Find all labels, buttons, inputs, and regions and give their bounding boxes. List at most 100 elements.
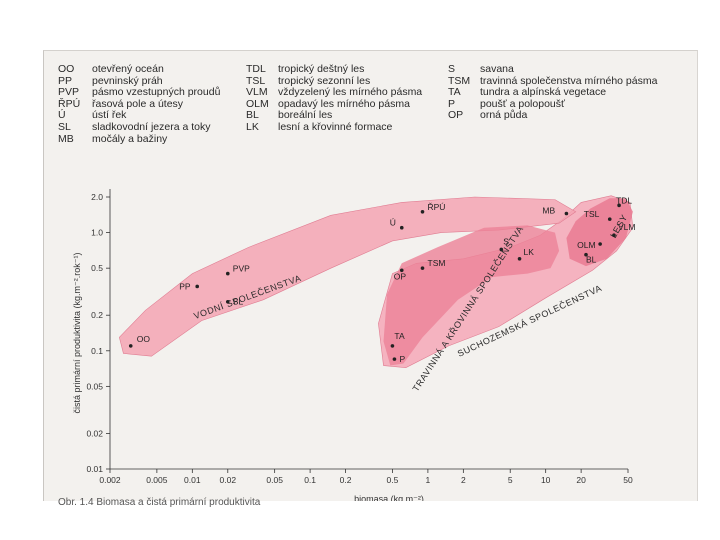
legend-abbr: Ú bbox=[58, 109, 66, 122]
legend-row: OLM opadavý les mírného pásma bbox=[246, 97, 422, 111]
legend-abbr: S bbox=[448, 63, 456, 75]
data-point-label: TSM bbox=[428, 258, 446, 268]
y-tick-label: 0.01 bbox=[86, 464, 103, 474]
x-tick-label: 0.1 bbox=[304, 475, 316, 485]
data-point-label: LK bbox=[524, 247, 535, 257]
legend-row: TSL tropický sezonní les bbox=[246, 74, 422, 88]
legend-abbr: PVP bbox=[58, 86, 80, 99]
legend-desc: otevřený oceán bbox=[92, 63, 164, 75]
legend: OO otevřený oceán PP pevninský práh PVP pásmo… bbox=[44, 51, 697, 171]
legend-row: VLM vždyzelený les mírného pásma bbox=[246, 87, 422, 99]
data-point-label: Ú bbox=[390, 218, 396, 228]
x-tick-label: 0.02 bbox=[220, 475, 237, 485]
x-tick-label: 0.2 bbox=[340, 475, 352, 485]
data-point-label: BL bbox=[586, 255, 597, 265]
legend-row: TSM travinná společenstva mírného pásma bbox=[448, 74, 657, 88]
data-point bbox=[584, 252, 588, 257]
legend-desc: tropický sezonní les bbox=[278, 74, 371, 87]
data-point-label: PP bbox=[179, 281, 191, 291]
data-point bbox=[399, 225, 404, 230]
data-point-label: P bbox=[399, 354, 405, 364]
legend-desc: pevninský práh bbox=[92, 74, 163, 87]
region-aquatic bbox=[118, 196, 577, 357]
data-point bbox=[399, 268, 404, 273]
legend-desc: řasová pole a útesy bbox=[92, 97, 184, 110]
legend-abbr: BL bbox=[246, 109, 259, 122]
legend-abbr: LK bbox=[246, 120, 259, 133]
data-point-label: TDL bbox=[616, 195, 632, 205]
data-point bbox=[517, 257, 522, 261]
data-point bbox=[420, 209, 425, 214]
x-axis-label: biomasa (kg.m⁻²) bbox=[354, 494, 424, 501]
data-point bbox=[564, 211, 569, 216]
legend-row: BL boreální les bbox=[246, 110, 422, 122]
x-tick-label: 0.5 bbox=[387, 475, 399, 485]
legend-desc: savana bbox=[480, 63, 514, 75]
legend-abbr: TA bbox=[448, 86, 461, 99]
y-tick-label: 0.02 bbox=[86, 428, 103, 438]
y-tick-label: 2.0 bbox=[91, 192, 103, 202]
x-tick-label: 0.05 bbox=[266, 475, 283, 485]
legend-row: TDL tropický deštný les bbox=[246, 63, 422, 76]
data-point bbox=[195, 284, 200, 289]
legend-row: LK lesní a křovinné formace bbox=[246, 120, 422, 134]
legend-desc: tundra a alpínská vegetace bbox=[480, 86, 607, 99]
legend-row: PP pevninský práh bbox=[44, 74, 220, 88]
legend-abbr: ŘPÚ bbox=[58, 97, 81, 110]
legend-row: ŘPÚ řasová pole a útesy bbox=[44, 97, 220, 111]
y-tick-label: 1.0 bbox=[91, 228, 103, 238]
x-tick-label: 10 bbox=[541, 475, 551, 485]
data-point bbox=[607, 217, 612, 221]
region-grassland bbox=[383, 225, 560, 366]
x-tick-label: 0.01 bbox=[184, 475, 201, 485]
legend-row: OP orná půda bbox=[448, 110, 657, 122]
data-point bbox=[617, 203, 621, 208]
legend-column-forests: TDL tropický deštný les TSL tropický sezonn… bbox=[246, 63, 422, 134]
legend-desc: ústí řek bbox=[92, 109, 127, 122]
legend-row: SL sladkovodní jezera a toky bbox=[44, 120, 220, 134]
legend-abbr: PP bbox=[58, 74, 73, 87]
data-point bbox=[612, 233, 616, 238]
legend-abbr: SL bbox=[58, 120, 71, 133]
data-point-label: SL bbox=[233, 297, 244, 307]
legend-abbr: MB bbox=[58, 132, 74, 145]
data-point bbox=[225, 299, 230, 304]
legend-abbr: OLM bbox=[246, 97, 269, 110]
legend-desc: sladkovodní jezera a toky bbox=[92, 120, 211, 133]
legend-row: MB močály a bažiny bbox=[44, 132, 220, 146]
figure-scan: OO otevřený oceán PP pevninský práh PVP pásmo… bbox=[43, 50, 698, 508]
x-tick-label: 0.005 bbox=[146, 475, 168, 485]
legend-desc: poušť a polopoušť bbox=[480, 97, 565, 110]
data-point-label: OP bbox=[394, 271, 407, 281]
data-point bbox=[420, 266, 425, 270]
legend-abbr: OO bbox=[58, 63, 75, 75]
y-tick-label: 0.1 bbox=[91, 346, 103, 356]
data-point bbox=[499, 247, 504, 252]
legend-abbr: P bbox=[448, 97, 456, 110]
data-point bbox=[392, 357, 397, 361]
legend-abbr: TSM bbox=[448, 74, 471, 87]
x-tick-label: 0.002 bbox=[99, 475, 121, 485]
legend-row: PVP pásmo vzestupných proudů bbox=[44, 87, 220, 99]
legend-desc: pásmo vzestupných proudů bbox=[92, 86, 221, 99]
data-point-label: ŘPÚ bbox=[428, 202, 446, 212]
legend-desc: močály a bažiny bbox=[92, 132, 168, 145]
legend-row: TA tundra a alpínská vegetace bbox=[448, 87, 657, 99]
x-tick-label: 1 bbox=[426, 475, 431, 485]
data-point bbox=[128, 344, 133, 348]
legend-column-aquatic: OO otevřený oceán PP pevninský práh PVP pásmo… bbox=[44, 63, 220, 146]
data-point-label: OLM bbox=[577, 240, 595, 250]
legend-desc: orná půda bbox=[480, 109, 528, 122]
region-forest bbox=[566, 198, 633, 267]
y-tick-label: 0.2 bbox=[91, 310, 103, 320]
y-tick-label: 0.05 bbox=[86, 381, 103, 391]
legend-row: OO otevřený oceán bbox=[44, 63, 220, 76]
x-tick-label: 5 bbox=[508, 475, 513, 485]
data-point bbox=[598, 242, 602, 246]
x-tick-label: 50 bbox=[623, 475, 633, 485]
x-tick-label: 2 bbox=[461, 475, 466, 485]
